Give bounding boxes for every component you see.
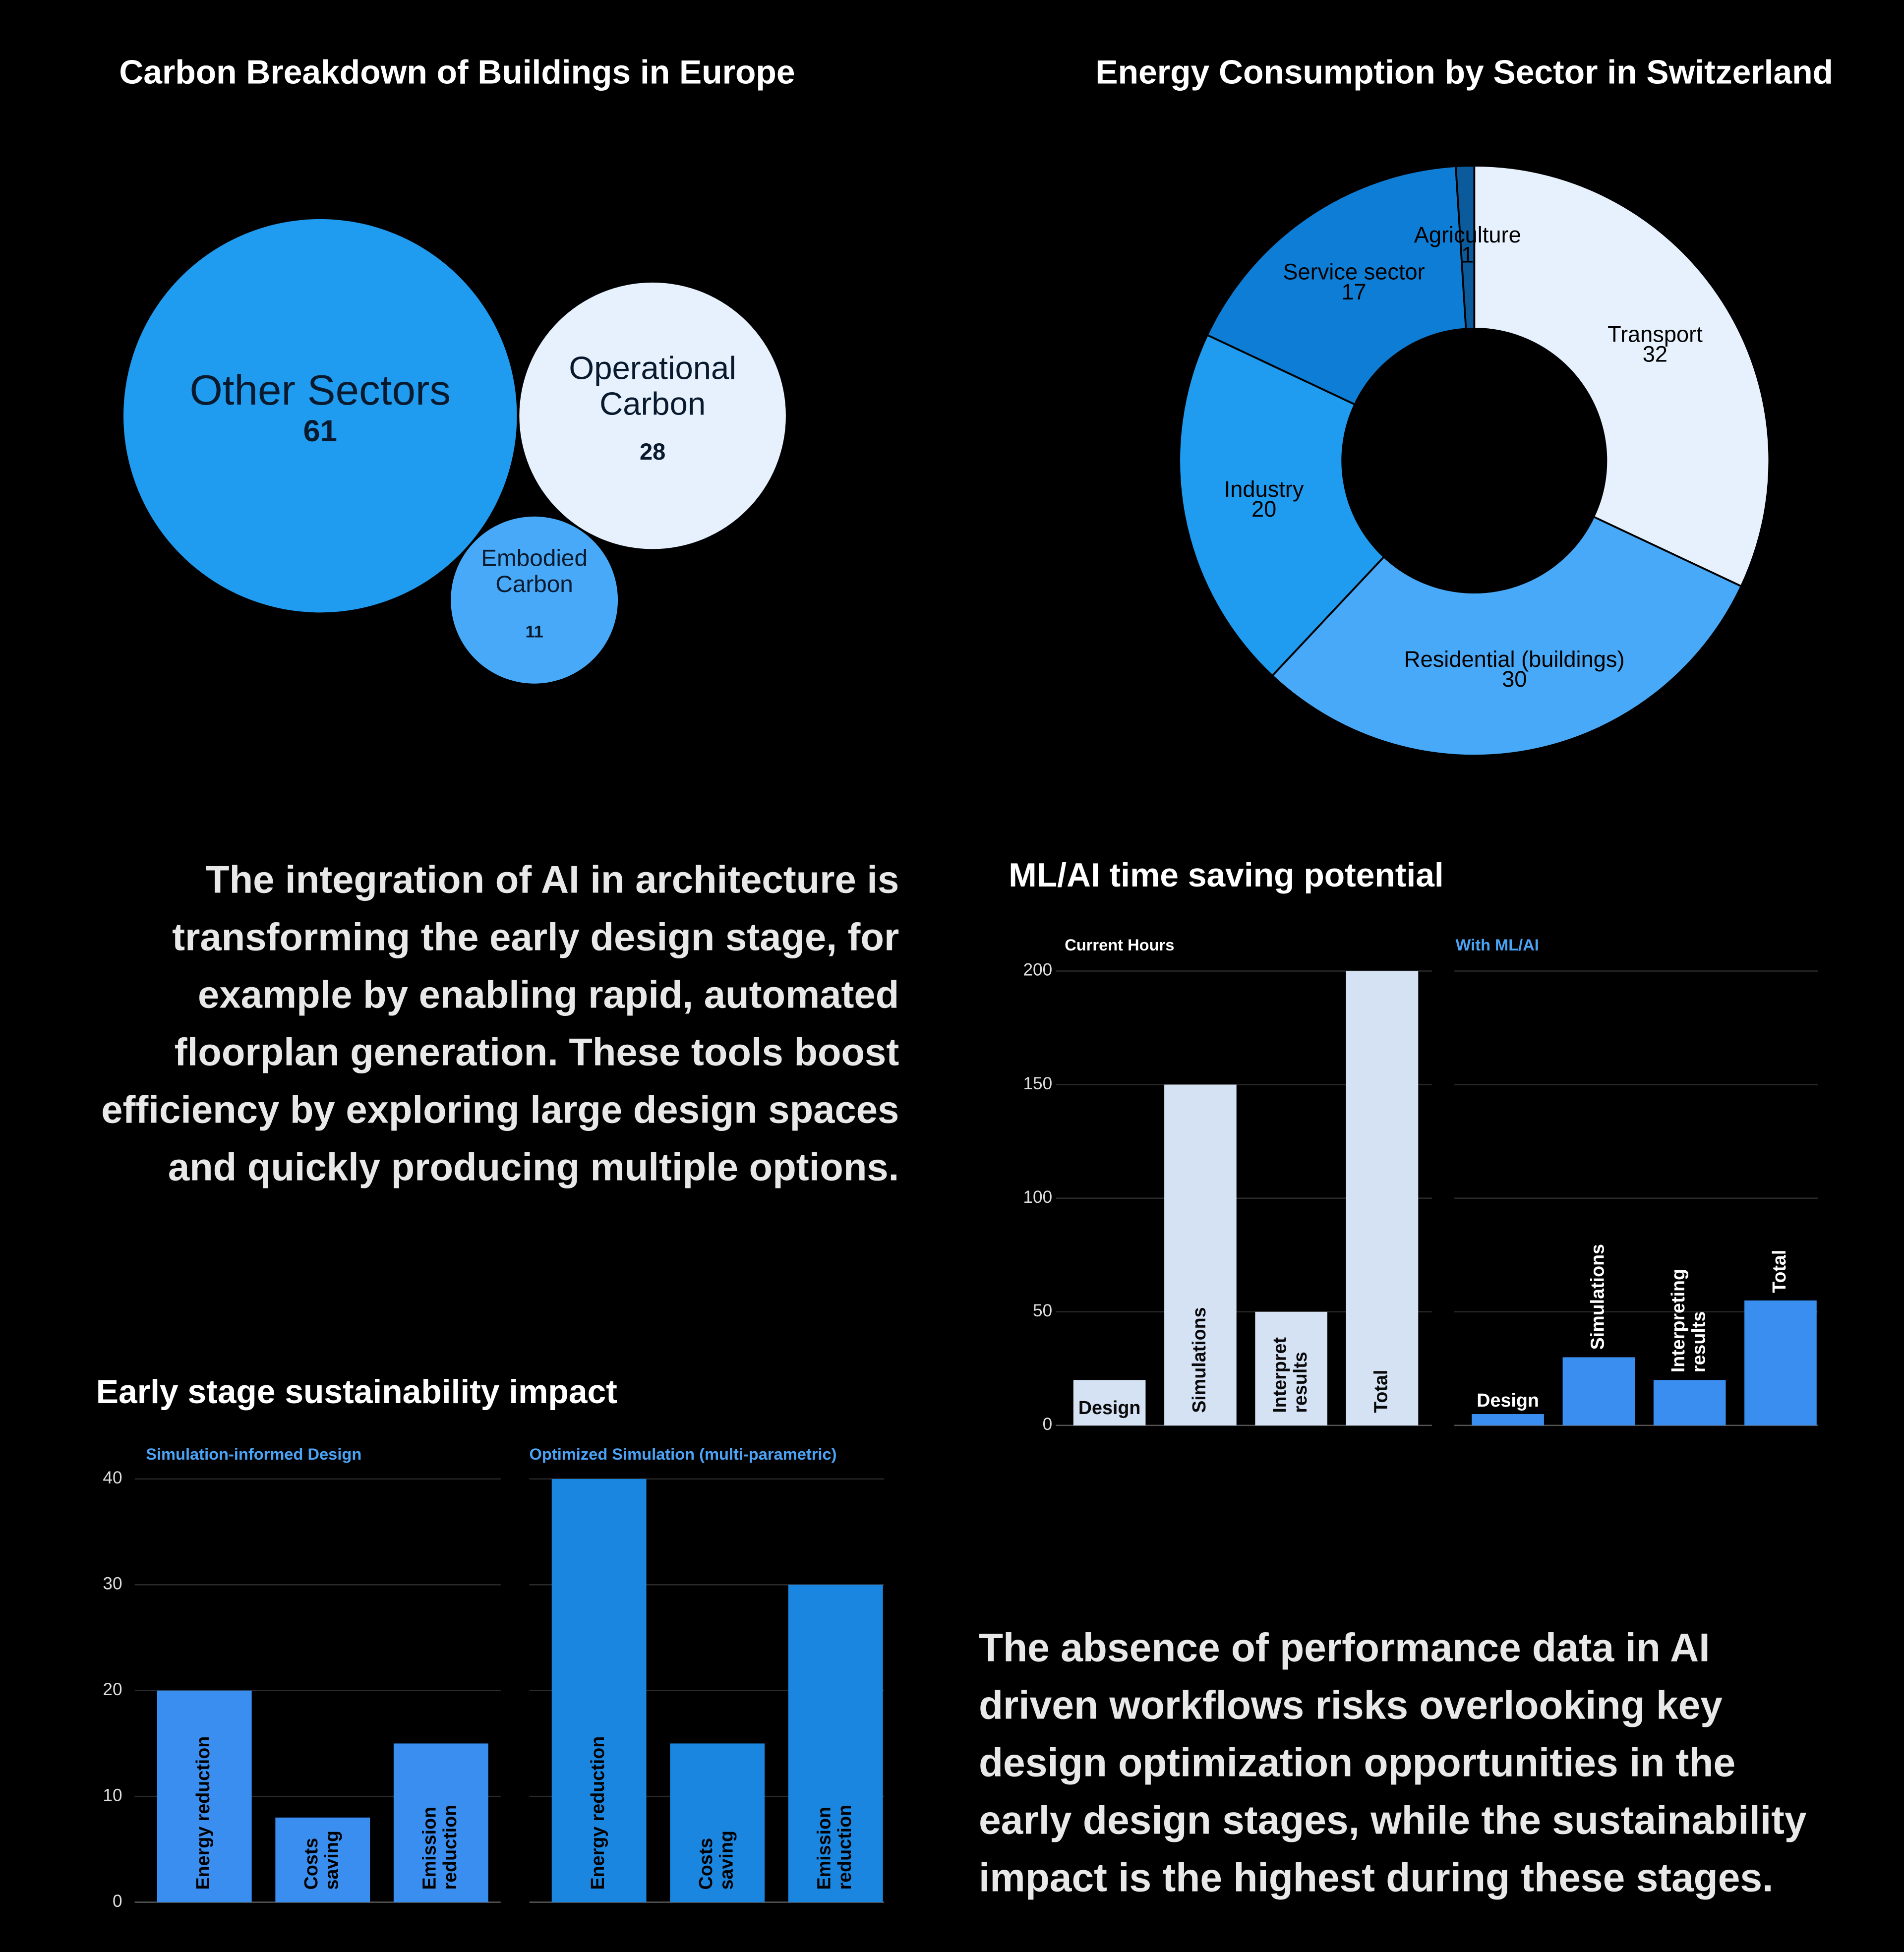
- y-tick-label: 100: [1023, 1187, 1052, 1207]
- bar-label: Costssaving: [695, 1831, 736, 1890]
- slice-label: Transport: [1607, 321, 1703, 347]
- paragraph-line: The integration of AI in architecture is: [206, 859, 899, 901]
- bar: [1346, 971, 1419, 1425]
- bar-label: Total: [1769, 1250, 1789, 1293]
- bar: [1255, 1311, 1328, 1425]
- donut-slice: [1206, 165, 1467, 406]
- bar-label: Design: [1078, 1397, 1141, 1418]
- y-tick-label: 150: [1023, 1074, 1052, 1093]
- panel-title: Optimized Simulation (multi-parametric): [530, 1445, 837, 1463]
- bar-label: Emissionreduction: [813, 1805, 854, 1890]
- bar: [551, 1479, 647, 1902]
- bar: [157, 1690, 252, 1902]
- bar-label: Simulations: [1189, 1307, 1209, 1413]
- bubble-value: 28: [640, 438, 665, 465]
- bar-label: Interpretresults: [1269, 1337, 1310, 1413]
- bubble-label: Embodied Carbon: [481, 545, 588, 597]
- bar-label: Emissionreduction: [419, 1805, 460, 1890]
- bubble-value: 61: [303, 414, 337, 448]
- bar: [275, 1817, 370, 1902]
- slice-label: Industry: [1224, 476, 1304, 502]
- y-tick-label: 40: [103, 1468, 122, 1487]
- panel-title: Simulation-informed Design: [146, 1445, 361, 1463]
- chart-title: Energy Consumption by Sector in Switzerl…: [1095, 54, 1833, 91]
- donut-slice: [1271, 515, 1743, 757]
- y-tick-label: 0: [113, 1892, 122, 1911]
- y-tick-label: 200: [1023, 960, 1052, 980]
- bar: [1653, 1380, 1726, 1425]
- bar-label: Total: [1370, 1370, 1391, 1413]
- panel-title: Current Hours: [1065, 936, 1174, 954]
- y-tick-label: 30: [103, 1574, 122, 1594]
- bar-label: Energy reduction: [587, 1736, 608, 1890]
- bubble-value: 11: [525, 623, 543, 642]
- slice-value: 1: [1461, 242, 1474, 267]
- chart-title: Carbon Breakdown of Buildings in Europe: [119, 54, 795, 91]
- paragraph-line: example by enabling rapid, automated: [198, 974, 899, 1016]
- bar: [1562, 1357, 1635, 1425]
- bar-label: Interpretingresults: [1667, 1269, 1709, 1372]
- bar: [1164, 1084, 1237, 1425]
- bubble-label: Other Sectors: [189, 367, 451, 414]
- chart-title: Early stage sustainability impact: [96, 1373, 617, 1411]
- bubble: [519, 282, 786, 549]
- y-tick-label: 50: [1033, 1301, 1052, 1320]
- paragraph-line: driven workflows risks overlooking key: [979, 1683, 1723, 1728]
- bar: [1744, 1300, 1817, 1425]
- slice-value: 20: [1251, 496, 1276, 522]
- bar-label: Simulations: [1587, 1244, 1607, 1350]
- slice-value: 30: [1502, 666, 1527, 692]
- bubble: [451, 516, 618, 684]
- slice-value: 17: [1341, 279, 1366, 304]
- paragraph-line: design optimization opportunities in the: [979, 1741, 1735, 1785]
- chart-title: ML/AI time saving potential: [1009, 857, 1443, 894]
- y-tick-label: 0: [1043, 1415, 1053, 1434]
- panel-title: With ML/AI: [1456, 936, 1539, 954]
- slice-label: Residential (buildings): [1404, 647, 1625, 672]
- slice-label: Agriculture: [1414, 222, 1521, 247]
- y-tick-label: 20: [103, 1680, 122, 1699]
- paragraph-line: efficiency by exploring large design spa…: [101, 1089, 899, 1131]
- donut-slice: [1178, 334, 1385, 677]
- bar: [788, 1585, 883, 1902]
- bar: [393, 1743, 488, 1902]
- slice-value: 32: [1643, 342, 1667, 367]
- paragraph-line: impact is the highest during these stage…: [979, 1856, 1773, 1900]
- bubble-label: Operational Carbon: [569, 350, 736, 422]
- donut-slice: [1473, 165, 1771, 588]
- paragraph-line: floorplan generation. These tools boost: [175, 1031, 899, 1074]
- paragraph-line: early design stages, while the sustainab…: [979, 1798, 1807, 1843]
- paragraph-line: The absence of performance data in AI: [979, 1626, 1710, 1670]
- slice-label: Service sector: [1283, 259, 1425, 285]
- paragraph-line: and quickly producing multiple options.: [168, 1146, 899, 1189]
- bar: [670, 1743, 765, 1902]
- donut-slice: [1454, 165, 1476, 330]
- bar-label: Design: [1477, 1390, 1539, 1411]
- paragraph-line: transforming the early design stage, for: [172, 916, 899, 959]
- bar: [1073, 1380, 1146, 1425]
- bar: [1472, 1414, 1544, 1425]
- bar-label: Energy reduction: [192, 1736, 213, 1890]
- bubble: [123, 219, 517, 613]
- bar-label: Costssaving: [300, 1831, 342, 1890]
- y-tick-label: 10: [103, 1785, 122, 1805]
